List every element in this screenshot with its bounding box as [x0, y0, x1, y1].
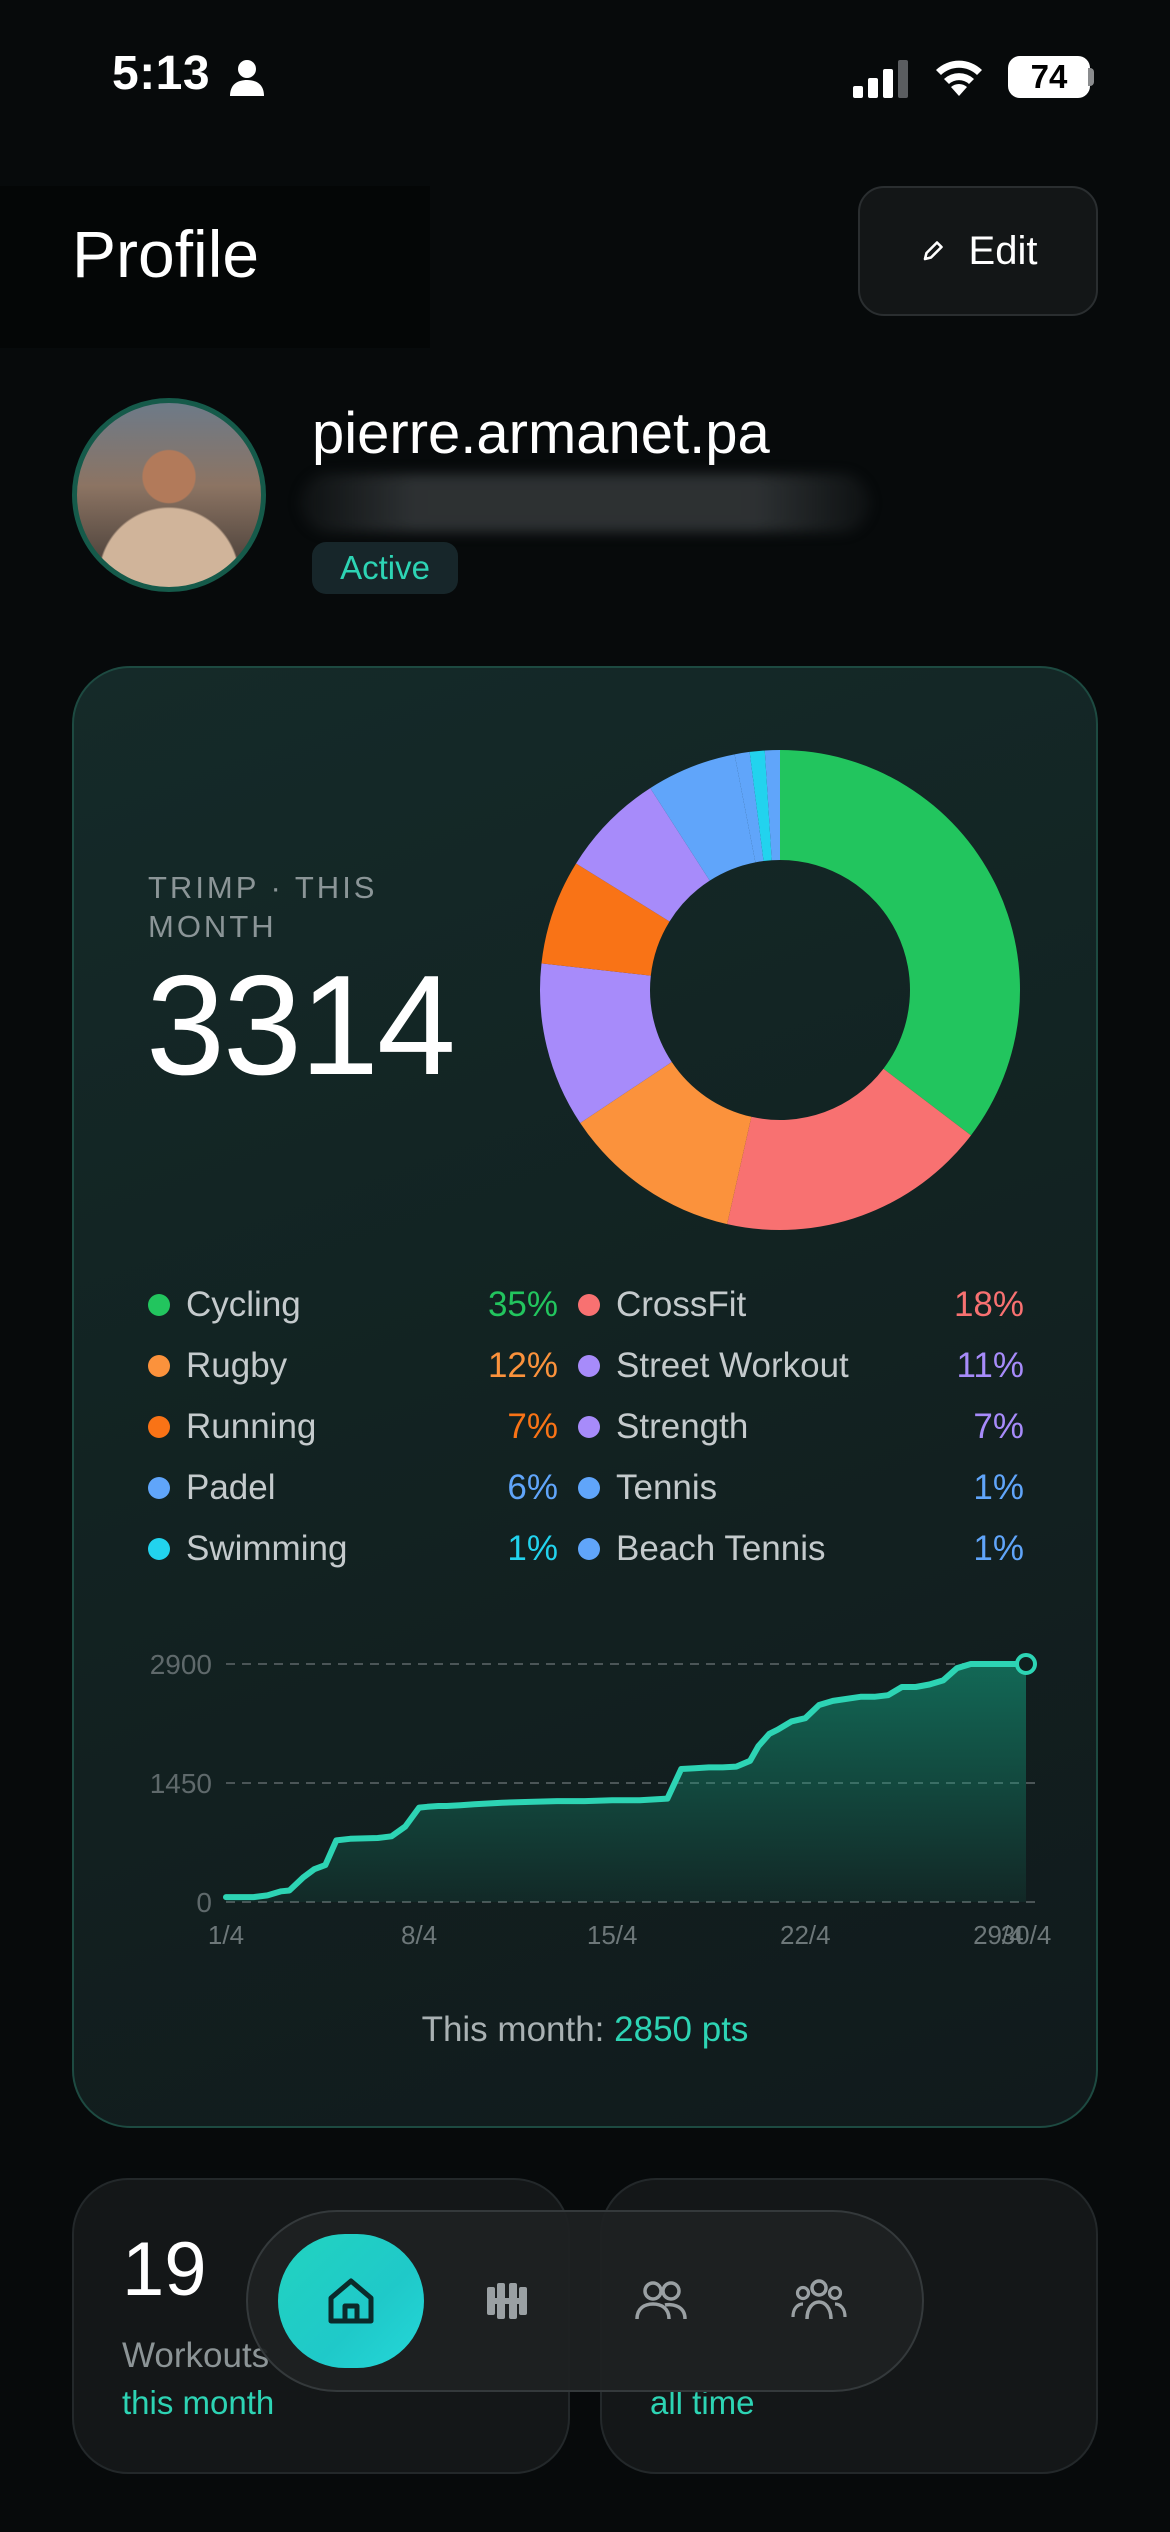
donut-slice-tennis [734, 751, 764, 863]
legend-percent: 1% [507, 1528, 558, 1568]
legend-percent: 11% [956, 1345, 1024, 1385]
donut-slice-street-workout [540, 963, 672, 1123]
trimp-cumulative-chart: 0 1450 2900 1/4 8/4 15/4 22/4 29/430/4 [150, 1649, 1052, 1950]
edit-button[interactable]: Edit [858, 186, 1098, 316]
battery-cap [1088, 68, 1094, 86]
legend-label: Beach Tennis [616, 1528, 826, 1568]
header-background [0, 186, 430, 348]
dumbbell-icon [487, 2283, 527, 2319]
groups-icon [791, 2279, 847, 2320]
legend-item: Padel 6% [148, 1457, 572, 1518]
y-tick-label: 1450 [150, 1768, 212, 1799]
x-tick-label: 29/4 [973, 1920, 1024, 1950]
area-fill [226, 1664, 1026, 1902]
legend-dot [578, 1415, 600, 1438]
legend-dot [578, 1537, 600, 1560]
y-tick-label: 2900 [150, 1649, 212, 1680]
legend-item: Rugby 12% [148, 1335, 572, 1396]
pencil-icon [923, 241, 943, 261]
end-point-marker [1015, 1653, 1037, 1675]
legend-item: Swimming 1% [148, 1518, 572, 1579]
legend-percent: 7% [507, 1406, 558, 1446]
trimp-label: TRIMP · THIS MONTH [148, 870, 378, 944]
legend-dot [148, 1415, 170, 1438]
month-total-value: 2850 pts [614, 2010, 749, 2049]
legend-item: Cycling 35% [148, 1274, 572, 1335]
x-tick-label: 1/4 [208, 1920, 244, 1950]
battery-indicator: 74 [1008, 56, 1090, 98]
wifi-icon [936, 60, 982, 96]
legend-item: Beach Tennis 1% [572, 1518, 1024, 1579]
page-title: Profile [72, 217, 260, 291]
legend-item: Tennis 1% [572, 1457, 1024, 1518]
legend-label: Swimming [186, 1528, 348, 1568]
activity-donut-chart [540, 750, 1021, 1230]
legend-label: Rugby [186, 1345, 288, 1385]
legend-percent: 1% [973, 1467, 1024, 1507]
person-icon [230, 60, 264, 96]
x-tick-label: 22/4 [780, 1920, 831, 1950]
legend-label: Strength [616, 1406, 749, 1446]
workouts-count: 19 [122, 2227, 207, 2312]
activity-legend: Cycling 35% CrossFit 18% Rugby 12% Street Work… [148, 1274, 1024, 1579]
series-line [223, 1661, 1029, 1901]
username: pierre.armanet.pa [312, 401, 770, 466]
legend-dot [578, 1293, 600, 1316]
donut-slice-crossfit [727, 1068, 971, 1230]
donut-slice-padel [650, 754, 756, 881]
legend-label: Cycling [186, 1284, 301, 1324]
x-tick-label: 30/4 [1001, 1920, 1052, 1950]
tab-home[interactable] [278, 2234, 424, 2368]
legend-item: Strength 7% [572, 1396, 1024, 1457]
donut-slice-rugby [580, 1062, 752, 1225]
email-redacted [300, 474, 870, 532]
donut-slice-cycling [780, 750, 1021, 1136]
legend-percent: 7% [973, 1406, 1024, 1446]
y-tick-label: 0 [196, 1887, 212, 1918]
tab-friends[interactable] [630, 2270, 692, 2332]
legend-dot [578, 1354, 600, 1377]
legend-item: Street Workout 11% [572, 1335, 1024, 1396]
month-total-prefix: This month: [421, 2010, 615, 2049]
legend-dot [578, 1476, 600, 1499]
legend-label: Tennis [616, 1467, 718, 1507]
avatar[interactable] [72, 398, 266, 592]
donut-slice-swimming [749, 750, 772, 862]
donut-slice-running [541, 863, 670, 976]
trimp-value: 3314 [146, 946, 456, 1105]
workouts-label: Workouts [122, 2336, 270, 2375]
workouts-sublabel: this month [122, 2384, 275, 2421]
x-tick-label: 15/4 [587, 1920, 638, 1950]
legend-label: CrossFit [616, 1284, 747, 1324]
donut-slice-strength [576, 788, 710, 922]
tab-groups[interactable] [788, 2270, 850, 2332]
legend-dot [148, 1476, 170, 1499]
home-icon [328, 2278, 374, 2324]
legend-label: Running [186, 1406, 317, 1446]
legend-percent: 35% [487, 1284, 558, 1324]
status-badge: Active [312, 542, 458, 594]
signal-icon [853, 60, 908, 98]
legend-percent: 12% [487, 1345, 558, 1385]
legend-item: CrossFit 18% [572, 1274, 1024, 1335]
legend-dot [148, 1293, 170, 1316]
month-total: This month: 2850 pts [72, 2010, 1098, 2050]
friends-icon [635, 2281, 687, 2320]
legend-dot [148, 1354, 170, 1377]
legend-label: Padel [186, 1467, 276, 1507]
legend-percent: 1% [973, 1528, 1024, 1568]
edit-label: Edit [968, 228, 1038, 273]
x-tick-label: 8/4 [401, 1920, 437, 1950]
legend-label: Street Workout [616, 1345, 849, 1385]
legend-item: Running 7% [148, 1396, 572, 1457]
legend-dot [148, 1537, 170, 1560]
legend-percent: 6% [507, 1467, 558, 1507]
donut-slice-beach-tennis [764, 750, 780, 861]
legend-percent: 18% [953, 1284, 1024, 1324]
tab-workouts[interactable] [476, 2270, 538, 2332]
status-time: 5:13 [112, 47, 211, 100]
